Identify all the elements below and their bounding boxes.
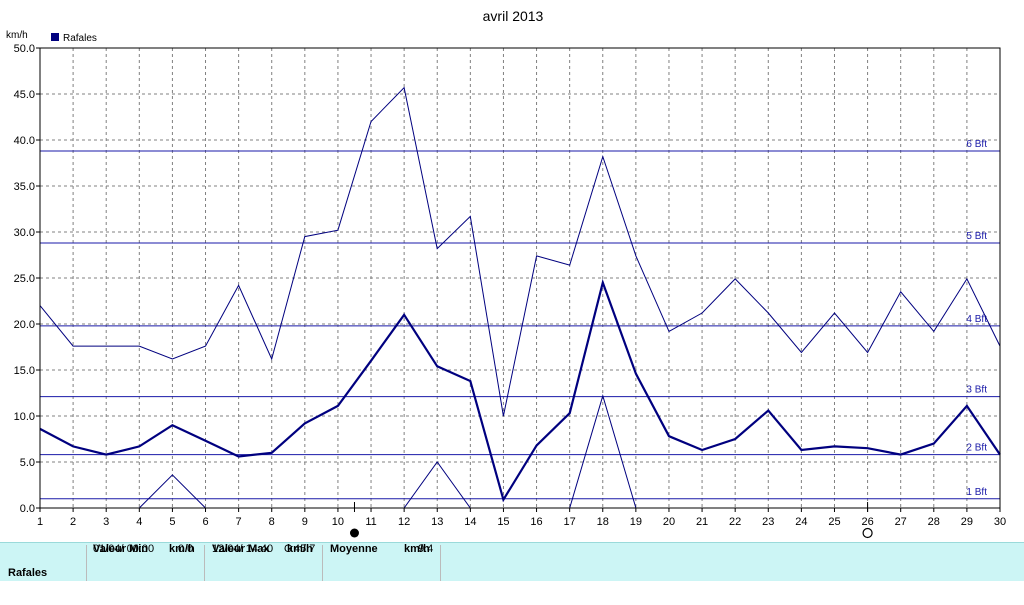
- x-tick-label: 10: [332, 516, 344, 528]
- x-tick-label: 26: [861, 516, 873, 528]
- x-tick-label: 7: [236, 516, 242, 528]
- axes: 1 2 3 4 5 6 7 8 9 10 11 12 13 14 15 16 17 18 19 20 21 22 23 24 2…: [14, 43, 1007, 528]
- y-tick-label: 40.0: [14, 135, 35, 147]
- legend-swatch: [51, 33, 59, 41]
- x-tick-label: 8: [269, 516, 275, 528]
- x-tick-label: 9: [302, 516, 308, 528]
- grid: [40, 48, 1000, 508]
- full-moon-icon: [349, 528, 359, 538]
- series-group: [39, 86, 1001, 509]
- divider: [86, 545, 87, 581]
- max-header: Valeur Max: [212, 543, 270, 555]
- x-tick-label: 4: [136, 516, 142, 528]
- x-tick-label: 12: [398, 516, 410, 528]
- x-tick-label: 3: [103, 516, 109, 528]
- divider: [440, 545, 441, 581]
- x-tick-label: 22: [729, 516, 741, 528]
- x-tick-label: 19: [630, 516, 642, 528]
- beaufort-lines: 1 Bft 2 Bft 3 Bft 4 Bft 5 Bft 6 Bft: [40, 139, 1000, 500]
- beaufort-label: 4 Bft: [966, 314, 987, 325]
- x-tick-label: 21: [696, 516, 708, 528]
- stats-panel: Rafales Valeur Min km/h 01/04/ 00:00 0.0…: [0, 542, 1024, 581]
- x-tick-label: 29: [961, 516, 973, 528]
- y-tick-label: 35.0: [14, 181, 35, 193]
- divider: [322, 545, 323, 581]
- x-tick-label: 25: [828, 516, 840, 528]
- max-date: 12/04/ 14:40: [212, 543, 274, 555]
- x-tick-label: 15: [497, 516, 509, 528]
- y-tick-label: 5.0: [20, 457, 35, 469]
- y-tick-label: 25.0: [14, 273, 35, 285]
- x-tick-label: 11: [365, 516, 376, 528]
- divider: [204, 545, 205, 581]
- y-tick-label: 20.0: [14, 319, 35, 331]
- chart-title: avril 2013: [483, 8, 544, 24]
- x-tick-label: 18: [597, 516, 609, 528]
- y-tick-label: 0.0: [20, 503, 35, 515]
- series-line: [39, 278, 1001, 503]
- x-tick-label: 16: [530, 516, 542, 528]
- max-direction: O: [284, 543, 293, 555]
- avg-unit: km/h: [404, 543, 430, 555]
- x-tick-label: 27: [895, 516, 907, 528]
- beaufort-label: 2 Bft: [966, 443, 987, 454]
- beaufort-label: 1 Bft: [966, 487, 987, 498]
- x-tick-label: 14: [464, 516, 476, 528]
- avg-value: 9.4: [418, 543, 434, 555]
- new-moon-icon: [862, 527, 873, 539]
- x-tick-label: 24: [795, 516, 807, 528]
- x-tick-label: 13: [431, 516, 443, 528]
- y-tick-label: 10.0: [14, 411, 35, 423]
- legend-label: Rafales: [63, 33, 97, 44]
- y-tick-label: 15.0: [14, 365, 35, 377]
- stats-row-label: Rafales: [8, 567, 48, 579]
- beaufort-label: 5 Bft: [966, 231, 987, 242]
- y-tick-label: 45.0: [14, 89, 35, 101]
- max-value: 45.7: [294, 543, 316, 555]
- x-tick-label: 30: [994, 516, 1006, 528]
- x-tick-label: 5: [169, 516, 175, 528]
- min-unit: km/h: [169, 543, 195, 555]
- x-tick-label: 28: [928, 516, 940, 528]
- x-tick-label: 17: [564, 516, 576, 528]
- y-tick-label: 50.0: [14, 43, 35, 55]
- x-tick-label: 2: [70, 516, 76, 528]
- avg-header: Moyenne: [330, 543, 378, 555]
- min-header: Valeur Min: [93, 543, 149, 555]
- series-line: [39, 86, 1001, 417]
- x-tick-label: 1: [37, 516, 43, 528]
- beaufort-label: 6 Bft: [966, 139, 987, 150]
- max-unit: km/h: [287, 543, 313, 555]
- beaufort-label: 3 Bft: [966, 385, 987, 396]
- x-tick-label: 23: [762, 516, 774, 528]
- min-value: 0.0: [178, 543, 194, 555]
- plot-frame: [39, 47, 1001, 509]
- moon-phases: [349, 502, 873, 539]
- x-tick-label: 6: [202, 516, 208, 528]
- x-tick-label: 20: [663, 516, 675, 528]
- min-date: 01/04/ 00:00: [93, 543, 155, 555]
- y-axis-unit: km/h: [6, 30, 28, 41]
- y-tick-label: 30.0: [14, 227, 35, 239]
- wind-chart: avril 2013 km/h Rafales 1 Bft 2 Bft 3 Bft 4…: [6, 8, 1007, 539]
- series-line: [138, 394, 637, 509]
